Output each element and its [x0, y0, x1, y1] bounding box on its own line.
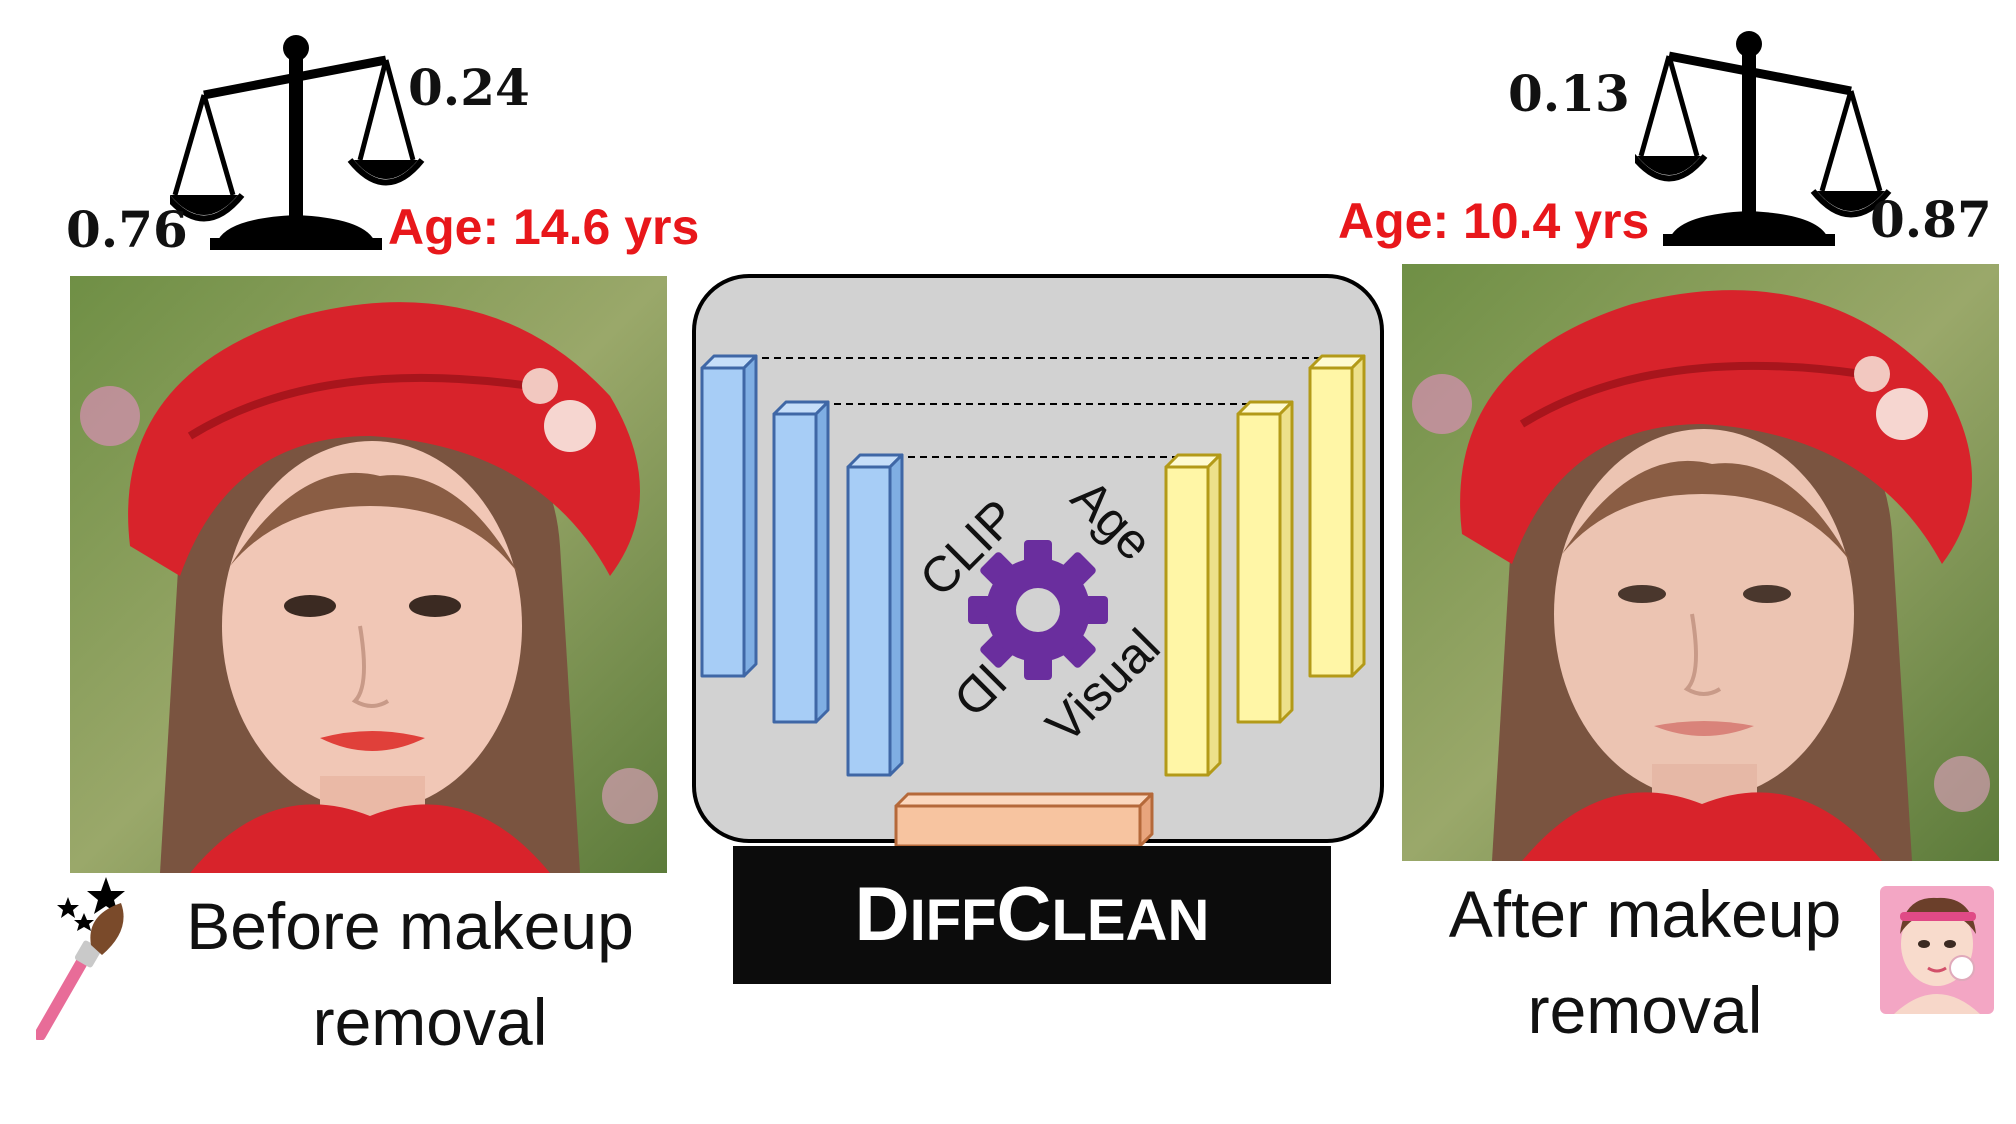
right-age-label: Age: 10.4 yrs [1338, 193, 1650, 249]
diffclean-architecture-diagram: CLIP Age ID Visual [692, 274, 1384, 848]
after-caption: After makeup removal [1390, 866, 1900, 1058]
after-caption-line1: After makeup [1448, 877, 1842, 951]
before-caption: Before makeup removal [150, 878, 670, 1070]
brand-first-rest: IFF [909, 888, 997, 953]
makeup-brush-icon [36, 877, 125, 1040]
brand-first-cap: D [854, 872, 910, 957]
before-caption-line2: removal [312, 985, 548, 1059]
before-photo [70, 276, 667, 873]
before-caption-line1: Before makeup [186, 889, 634, 963]
left-scale-bottom-value: 0.76 [66, 200, 188, 259]
encoder-block-3 [846, 453, 904, 777]
encoder-block-2 [772, 400, 830, 724]
brand-second-rest: LEAN [1051, 888, 1210, 953]
brand-second-cap: C [996, 872, 1052, 957]
right-scale-bottom-value: 0.87 [1870, 190, 1992, 249]
decoder-block-2 [1236, 400, 1294, 724]
decoder-block-3 [1308, 354, 1366, 678]
face-cleansing-icon [1880, 886, 1994, 1014]
bottleneck-block [894, 792, 1154, 848]
left-scale-top-value: 0.24 [408, 58, 530, 117]
diffclean-brand-label: DIFFCLEAN [733, 846, 1331, 984]
balance-scale-icon-right [1635, 31, 1892, 246]
encoder-block-1 [700, 354, 758, 678]
decoder-block-1 [1164, 453, 1222, 777]
gear-icon [968, 540, 1108, 680]
after-caption-line2: removal [1527, 973, 1763, 1047]
balance-scale-icon-left [170, 35, 425, 250]
after-photo [1402, 264, 1999, 861]
left-age-label: Age: 14.6 yrs [388, 199, 700, 255]
right-scale-top-value: 0.13 [1508, 64, 1630, 123]
